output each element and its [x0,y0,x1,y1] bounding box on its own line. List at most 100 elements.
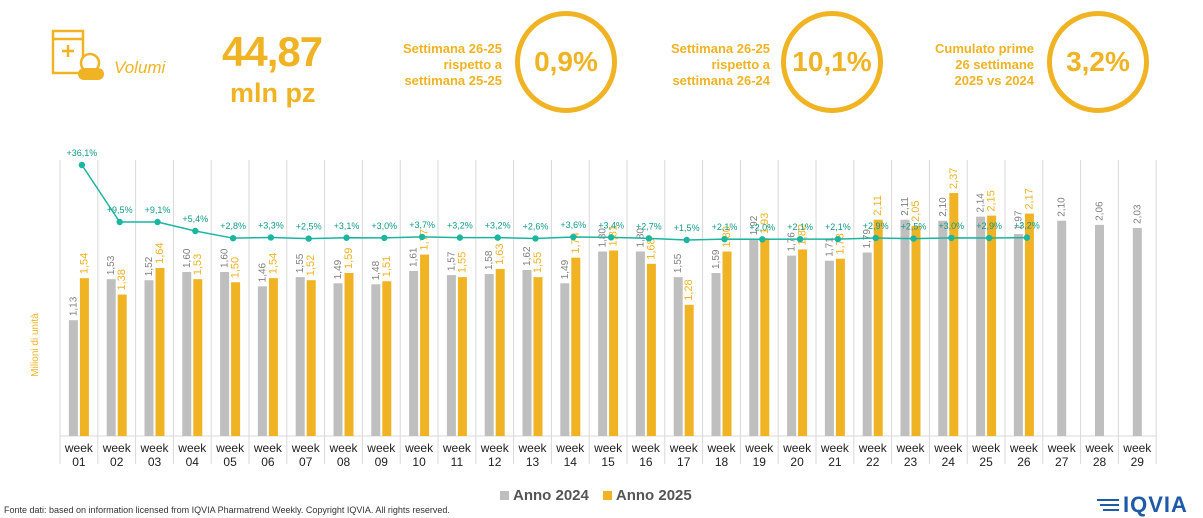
bar-2025 [268,278,278,436]
growth-label: +2,6% [523,221,549,231]
legend-swatch-2025 [602,491,612,500]
growth-point [494,234,501,241]
growth-label: +2,9% [976,221,1002,231]
x-tick-label-week: week [895,441,925,455]
x-tick-label-number: 13 [526,455,540,469]
growth-label: +3,2% [485,221,511,231]
bar-2024 [1132,227,1142,436]
iqvia-logo: IQVIA [1097,492,1188,518]
comparison-text-3: Cumulato prime 26 settimane 2025 vs 2024 [935,41,1034,88]
data-label-2025: 1,68 [645,238,657,259]
growth-point [418,233,426,241]
bar-2025 [798,249,808,436]
data-label-2024: 1,60 [182,248,193,268]
growth-point [532,235,539,242]
x-tick-label-week: week [593,441,623,455]
data-label-2024: 1,58 [484,250,495,270]
data-label-2024: 1,97 [1013,210,1024,230]
data-label-2024: 1,46 [257,262,268,282]
bar-2025 [835,258,845,436]
growth-label: +2,5% [901,222,927,232]
x-tick-label-number: 08 [337,455,351,469]
bar-2024 [371,284,381,436]
data-label-2024: 1,52 [144,256,155,276]
data-label-2025: 2,11 [872,195,884,216]
bar-2024 [938,220,948,436]
comparison-text-1: Settimana 26-25 rispetto a settimana 25-… [403,41,502,88]
x-tick-label-week: week [480,441,510,455]
bar-2025 [571,257,581,436]
x-tick-label-week: week [366,441,396,455]
growth-label: +3,1% [334,221,360,231]
bar-2024 [1013,234,1023,436]
bar-2025 [193,279,203,436]
x-tick-label-week: week [1084,441,1114,455]
x-tick-label-number: 14 [564,455,578,469]
data-label-2024: 1,62 [522,246,533,266]
growth-label: +2,1% [825,222,851,232]
bar-2025 [684,304,694,436]
x-tick-label-week: week [215,441,245,455]
y-axis-label: Milioni di unità [30,313,41,377]
bar-2024 [522,269,532,436]
bar-2024 [446,275,456,436]
growth-label: +3,0% [371,221,397,231]
bar-2025 [420,254,430,436]
kpi-value: 44,87 [222,28,323,75]
data-label-2024: 1,57 [446,251,457,271]
x-tick-label-number: 16 [639,455,653,469]
growth-label: +9,1% [145,205,171,215]
x-tick-label-number: 22 [866,455,880,469]
legend-item-2025: Anno 2025 [602,487,692,504]
bar-2025 [949,193,959,436]
x-tick-label-number: 27 [1055,455,1069,469]
x-tick-label-week: week [820,441,850,455]
bar-2024 [409,270,419,436]
bar-2024 [333,283,343,436]
data-label-2025: 1,53 [192,254,204,275]
growth-point [1023,234,1031,241]
comparison-circle-3: 3,2% [1047,11,1149,113]
x-tick-label-week: week [669,441,699,455]
x-tick-label-week: week [744,441,774,455]
bar-2025 [79,278,89,436]
legend-item-2024: Anno 2024 [500,487,589,504]
bar-2024 [673,277,683,436]
bar-2024 [598,251,608,436]
bar-2025 [1024,213,1034,436]
x-tick-label-week: week [1009,441,1039,455]
growth-label: +3,2% [447,221,473,231]
logo-text: IQVIA [1123,492,1188,517]
data-label-2025: 1,52 [305,255,317,276]
data-label-2025: 1,50 [230,257,242,278]
growth-point [721,235,728,243]
bar-2024 [787,255,797,436]
growth-point [683,236,690,244]
data-label-2025: 1,38 [116,269,128,290]
x-tick-label-number: 07 [299,455,313,469]
bar-2024 [1057,220,1067,436]
data-label-2024: 1,76 [787,232,798,252]
kpi-label: Volumi [114,58,166,77]
growth-line [81,164,1027,241]
x-tick-label-week: week [517,441,547,455]
data-label-2024: 1,13 [68,296,79,316]
comparison-text-2: Settimana 26-25 rispetto a settimana 26-… [671,41,770,88]
bar-2025 [457,277,467,436]
bar-2024 [824,260,834,436]
growth-point [229,234,237,242]
data-label-2025: 1,54 [78,253,90,274]
bar-2024 [1095,224,1104,436]
data-label-2024: 1,55 [295,253,306,273]
bar-2024 [711,273,721,436]
growth-point [607,234,615,241]
x-tick-label-week: week [253,441,283,455]
x-tick-label-week: week [291,441,321,455]
x-tick-label-week: week [177,441,207,455]
x-tick-label-week: week [1122,441,1152,455]
x-tick-label-week: week [555,441,585,455]
data-label-2025: 1,55 [456,252,468,273]
x-tick-label-week: week [328,441,358,455]
x-tick-label-number: 20 [790,455,804,469]
x-tick-label-number: 09 [375,455,389,469]
